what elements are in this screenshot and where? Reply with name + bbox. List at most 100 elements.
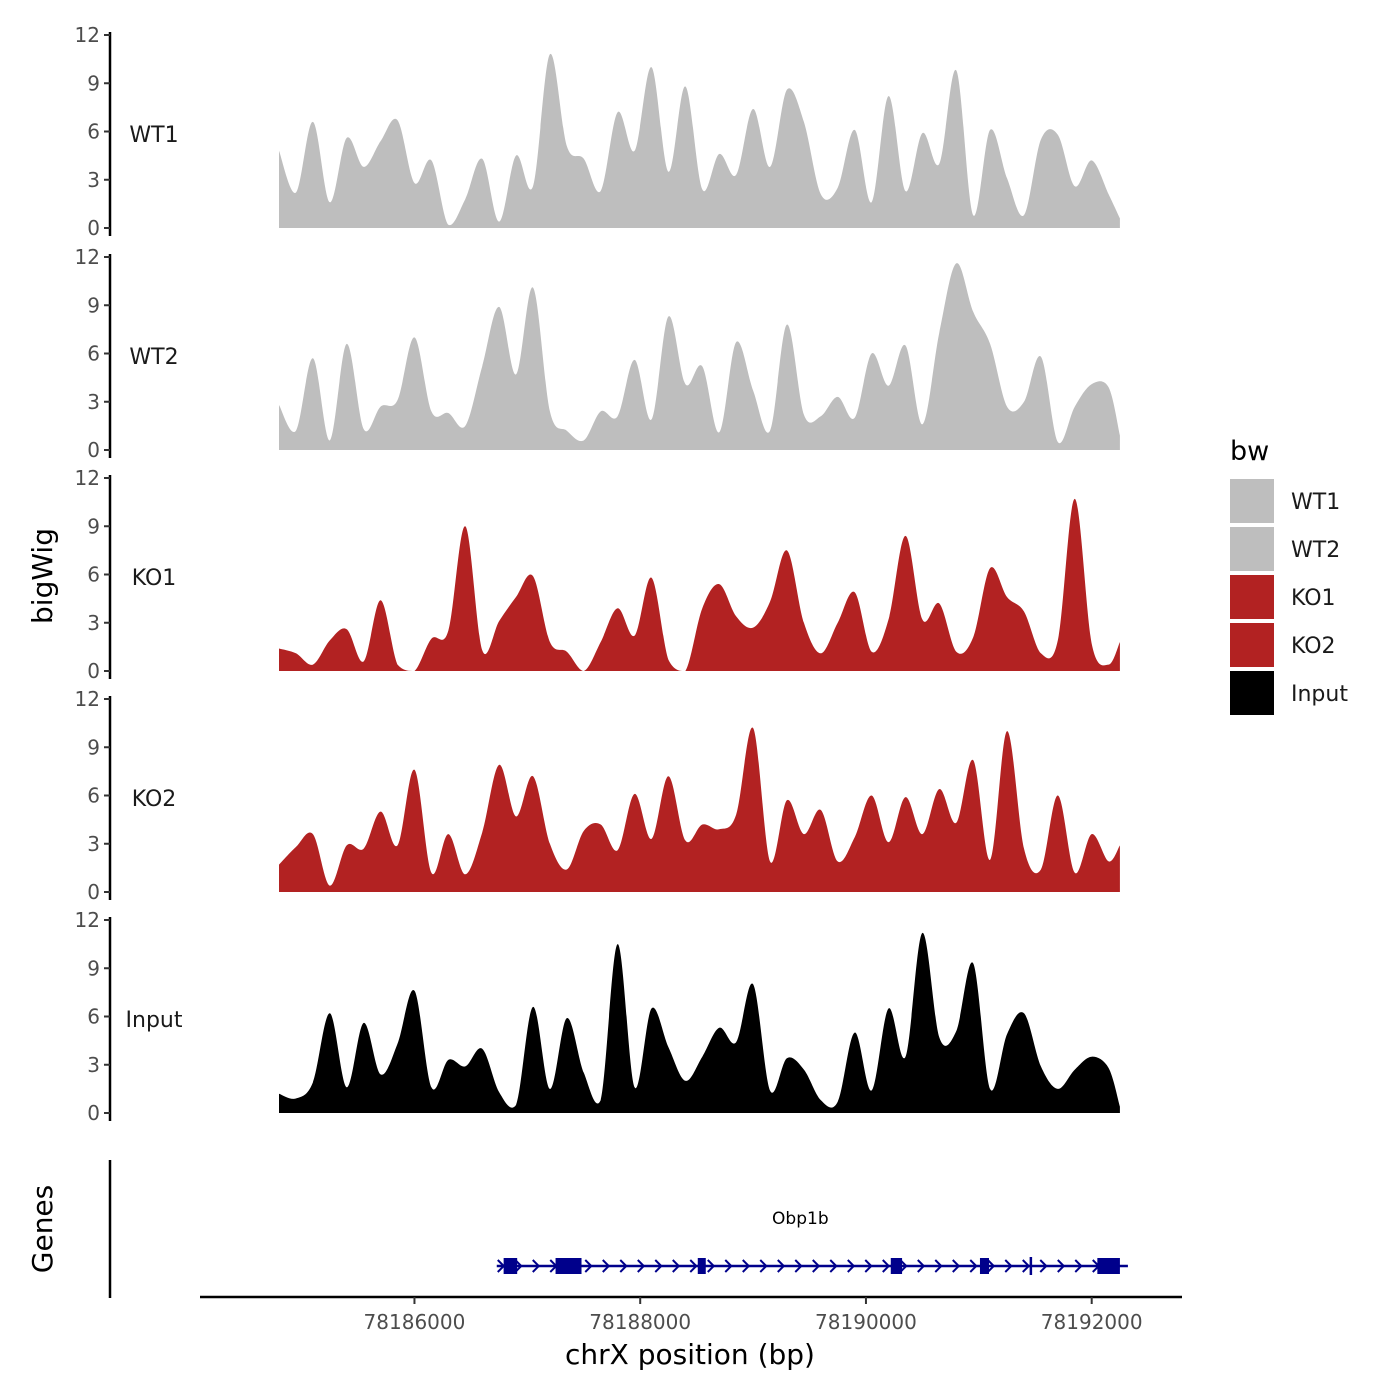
strand-arrow	[1074, 1259, 1083, 1273]
legend-item-wt2: WT2	[1230, 527, 1340, 571]
track-label: WT1	[129, 123, 178, 148]
y-tick-label: 9	[87, 71, 100, 95]
coverage-area-wt2	[279, 263, 1120, 450]
strand-arrow	[794, 1259, 803, 1273]
legend-swatch	[1230, 575, 1274, 619]
legend-title: bw	[1230, 436, 1269, 467]
x-tick-label: 78186000	[364, 1310, 466, 1334]
strand-arrow	[969, 1259, 978, 1273]
track-label: KO2	[132, 787, 177, 812]
y-tick-label: 9	[87, 514, 100, 538]
strand-arrow	[882, 1259, 891, 1273]
legend-item-ko1: KO1	[1230, 575, 1336, 619]
strand-arrow	[724, 1259, 733, 1273]
y-tick-label: 0	[87, 659, 100, 683]
coverage-area-wt1	[279, 53, 1120, 228]
y-tick-label: 0	[87, 216, 100, 240]
exon	[979, 1258, 989, 1274]
exon	[697, 1258, 706, 1274]
y-tick-label: 3	[87, 611, 100, 635]
exon	[503, 1258, 518, 1274]
exon	[890, 1258, 903, 1274]
strand-arrow	[672, 1259, 681, 1273]
strand-arrow	[864, 1259, 873, 1273]
y-tick-label: 9	[87, 956, 100, 980]
strand-arrow	[1057, 1259, 1066, 1273]
y-tick-label: 6	[87, 120, 100, 144]
y-tick-label: 3	[87, 390, 100, 414]
y-tick-label: 0	[87, 1101, 100, 1125]
y-tick-label: 9	[87, 735, 100, 759]
legend-swatch	[1230, 623, 1274, 667]
strand-arrow	[514, 1259, 523, 1273]
strand-arrow	[847, 1259, 856, 1273]
legend-swatch	[1230, 671, 1274, 715]
x-tick-label: 78192000	[1041, 1310, 1143, 1334]
y-tick-label: 12	[75, 687, 100, 711]
legend-label: WT1	[1291, 490, 1340, 515]
legend-item-ko2: KO2	[1230, 623, 1336, 667]
y-tick-label: 6	[87, 563, 100, 587]
legend-label: WT2	[1291, 538, 1340, 563]
y-tick-label: 12	[75, 466, 100, 490]
strand-arrow	[917, 1259, 926, 1273]
strand-arrow	[707, 1259, 716, 1273]
y-tick-label: 0	[87, 438, 100, 462]
strand-arrow	[899, 1259, 908, 1273]
legend-item-wt1: WT1	[1230, 479, 1340, 523]
coverage-area-input	[279, 932, 1120, 1113]
strand-arrow	[777, 1259, 786, 1273]
strand-arrow	[987, 1259, 996, 1273]
legend: bw WT1 WT2 KO1 KO2 Input	[1230, 436, 1348, 715]
y-tick-label: 6	[87, 342, 100, 366]
legend-item-input: Input	[1230, 671, 1348, 715]
track-label: WT2	[129, 345, 178, 370]
legend-label: KO2	[1291, 634, 1336, 659]
y-tick-label: 3	[87, 832, 100, 856]
coverage-area-ko2	[279, 727, 1120, 892]
legend-label: KO1	[1291, 586, 1336, 611]
y-tick-label: 9	[87, 293, 100, 317]
track-label: KO1	[132, 566, 177, 591]
y-tick-label: 12	[75, 908, 100, 932]
track-label: Input	[126, 1008, 183, 1033]
track-wt2: 0 3 6 9 12 WT2	[75, 245, 1120, 462]
exon	[1029, 1257, 1033, 1275]
gene-layer: Obp1b	[108, 1160, 1128, 1298]
x-tick-label: 78190000	[815, 1310, 917, 1334]
exon	[555, 1258, 582, 1274]
strand-arrow	[742, 1259, 751, 1273]
x-axis-title: chrX position (bp)	[565, 1338, 815, 1371]
strand-arrow	[654, 1259, 663, 1273]
exon	[1097, 1258, 1120, 1274]
strand-arrow	[829, 1259, 838, 1273]
y-tick-label: 0	[87, 880, 100, 904]
y-tick-label: 6	[87, 1005, 100, 1029]
legend-swatch	[1230, 479, 1274, 523]
strand-arrow	[602, 1259, 611, 1273]
strand-arrow	[637, 1259, 646, 1273]
strand-arrow	[759, 1259, 768, 1273]
track-wt1: 0 3 6 9 12 WT1	[75, 23, 1120, 240]
y-tick-label: 3	[87, 168, 100, 192]
track-ko1: 0 3 6 9 12 KO1	[75, 466, 1120, 683]
x-tick-label: 78188000	[589, 1310, 691, 1334]
strand-arrow	[532, 1259, 541, 1273]
y-tick-label: 12	[75, 245, 100, 269]
y-tick-label: 12	[75, 23, 100, 47]
strand-arrow	[1022, 1259, 1031, 1273]
legend-swatch	[1230, 527, 1274, 571]
strand-arrow	[1039, 1259, 1048, 1273]
x-axis: 78186000 78188000 78190000 78192000	[200, 1295, 1182, 1334]
tracks-layer: 0 3 6 9 12 WT1 0 3 6 9 12 WT2 0 3 6 9 12 KO1 0 3 6 9 12 KO2 0 3 6 9…	[75, 23, 1120, 1125]
strand-arrow	[619, 1259, 628, 1273]
strand-arrow	[584, 1259, 593, 1273]
strand-arrow	[689, 1259, 698, 1273]
y-tick-label: 6	[87, 784, 100, 808]
legend-label: Input	[1291, 682, 1348, 707]
y-axis-title-genes: Genes	[26, 1185, 59, 1273]
track-input: 0 3 6 9 12 Input	[75, 908, 1120, 1125]
strand-arrow	[1004, 1259, 1013, 1273]
coverage-area-ko1	[279, 498, 1120, 671]
